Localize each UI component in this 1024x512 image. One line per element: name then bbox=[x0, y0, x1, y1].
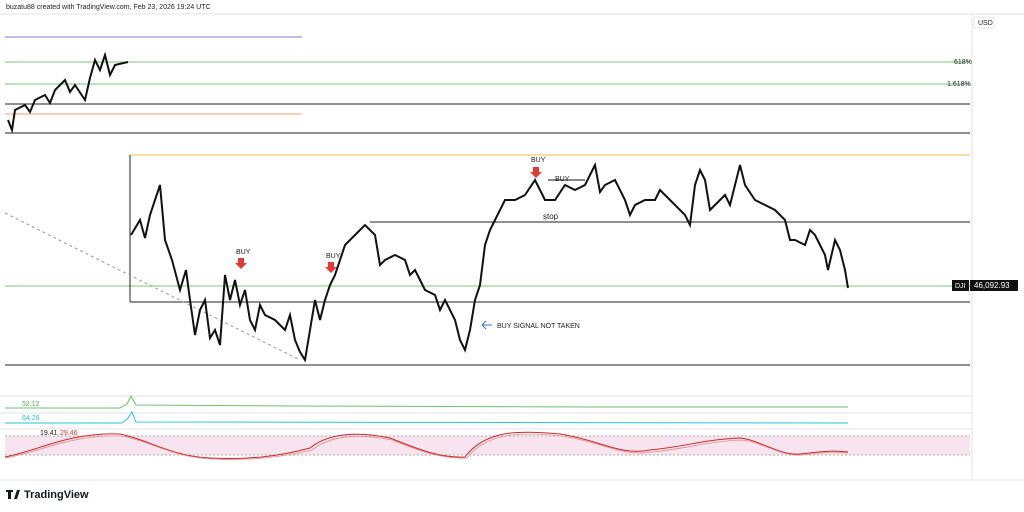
brand: TradingView bbox=[24, 489, 89, 501]
currency: USD bbox=[978, 20, 993, 27]
level-label: 618% bbox=[954, 59, 972, 66]
logo bbox=[6, 490, 20, 499]
buy-arrow bbox=[530, 167, 542, 178]
arrow bbox=[481, 320, 492, 330]
annotation: BUY bbox=[326, 253, 341, 260]
annotation: BUY bbox=[531, 157, 546, 164]
annotation: BUY SIGNAL NOT TAKEN bbox=[497, 323, 580, 330]
levels bbox=[4, 36, 970, 366]
symbol-box bbox=[952, 280, 969, 291]
indicator-value: 52.12 bbox=[22, 401, 40, 408]
indicator-line bbox=[5, 410, 849, 424]
price-trace bbox=[130, 161, 849, 363]
header: buzatu88 created with TradingView.com, F… bbox=[6, 4, 211, 11]
indicator-value: 64.26 bbox=[22, 415, 40, 422]
oscillator-signal bbox=[4, 433, 849, 460]
oscillator bbox=[4, 431, 849, 460]
indicator-value: 19.41 bbox=[40, 430, 58, 437]
annotation: stop bbox=[543, 212, 559, 221]
annotation: BUY bbox=[236, 249, 251, 256]
price-trace bbox=[7, 51, 129, 134]
buy-arrows bbox=[235, 167, 542, 273]
buy-arrow bbox=[325, 262, 337, 273]
price-box bbox=[970, 280, 1018, 291]
symbol: DJI bbox=[955, 283, 966, 290]
buy-arrow bbox=[235, 258, 247, 269]
level-label: 1.618% bbox=[947, 81, 971, 88]
currency-box[interactable] bbox=[973, 16, 995, 29]
last-price: 46,092.93 bbox=[974, 281, 1010, 290]
annotation: BUY bbox=[555, 176, 570, 183]
indicator-line bbox=[5, 394, 848, 409]
indicator-value: 29.46 bbox=[60, 430, 78, 437]
trend-line bbox=[4, 212, 301, 361]
